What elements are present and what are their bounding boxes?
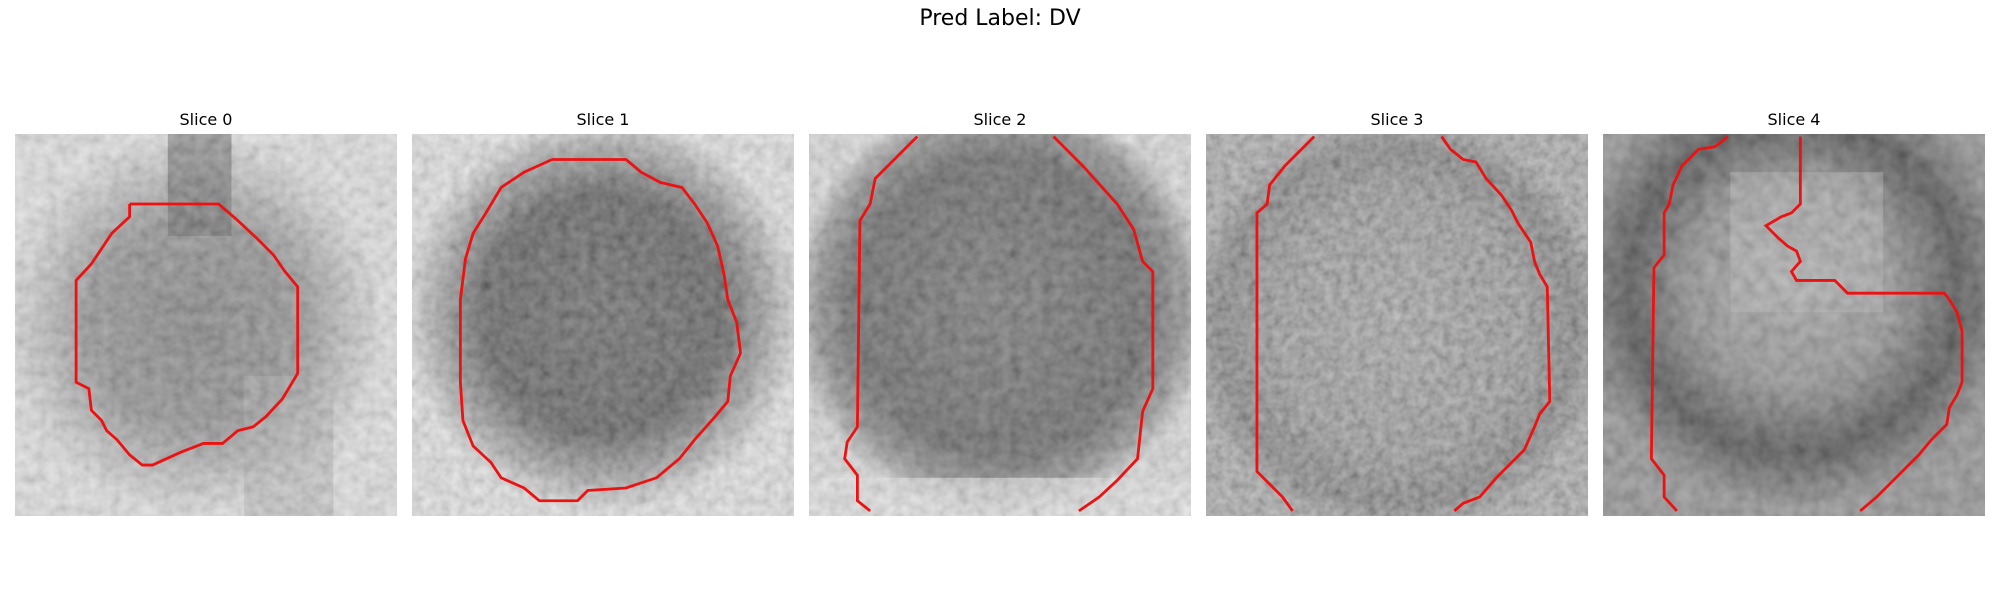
slice-image-2 <box>809 134 1191 516</box>
slice-title-2: Slice 2 <box>809 110 1191 129</box>
figure-title: Pred Label: DV <box>0 6 2000 31</box>
slice-image-0 <box>15 134 397 516</box>
slice-title-1: Slice 1 <box>412 110 794 129</box>
slice-image-4 <box>1603 134 1985 516</box>
slice-title-0: Slice 0 <box>15 110 397 129</box>
slice-image-1 <box>412 134 794 516</box>
slice-image-3 <box>1206 134 1588 516</box>
slice-title-3: Slice 3 <box>1206 110 1588 129</box>
slice-title-4: Slice 4 <box>1603 110 1985 129</box>
